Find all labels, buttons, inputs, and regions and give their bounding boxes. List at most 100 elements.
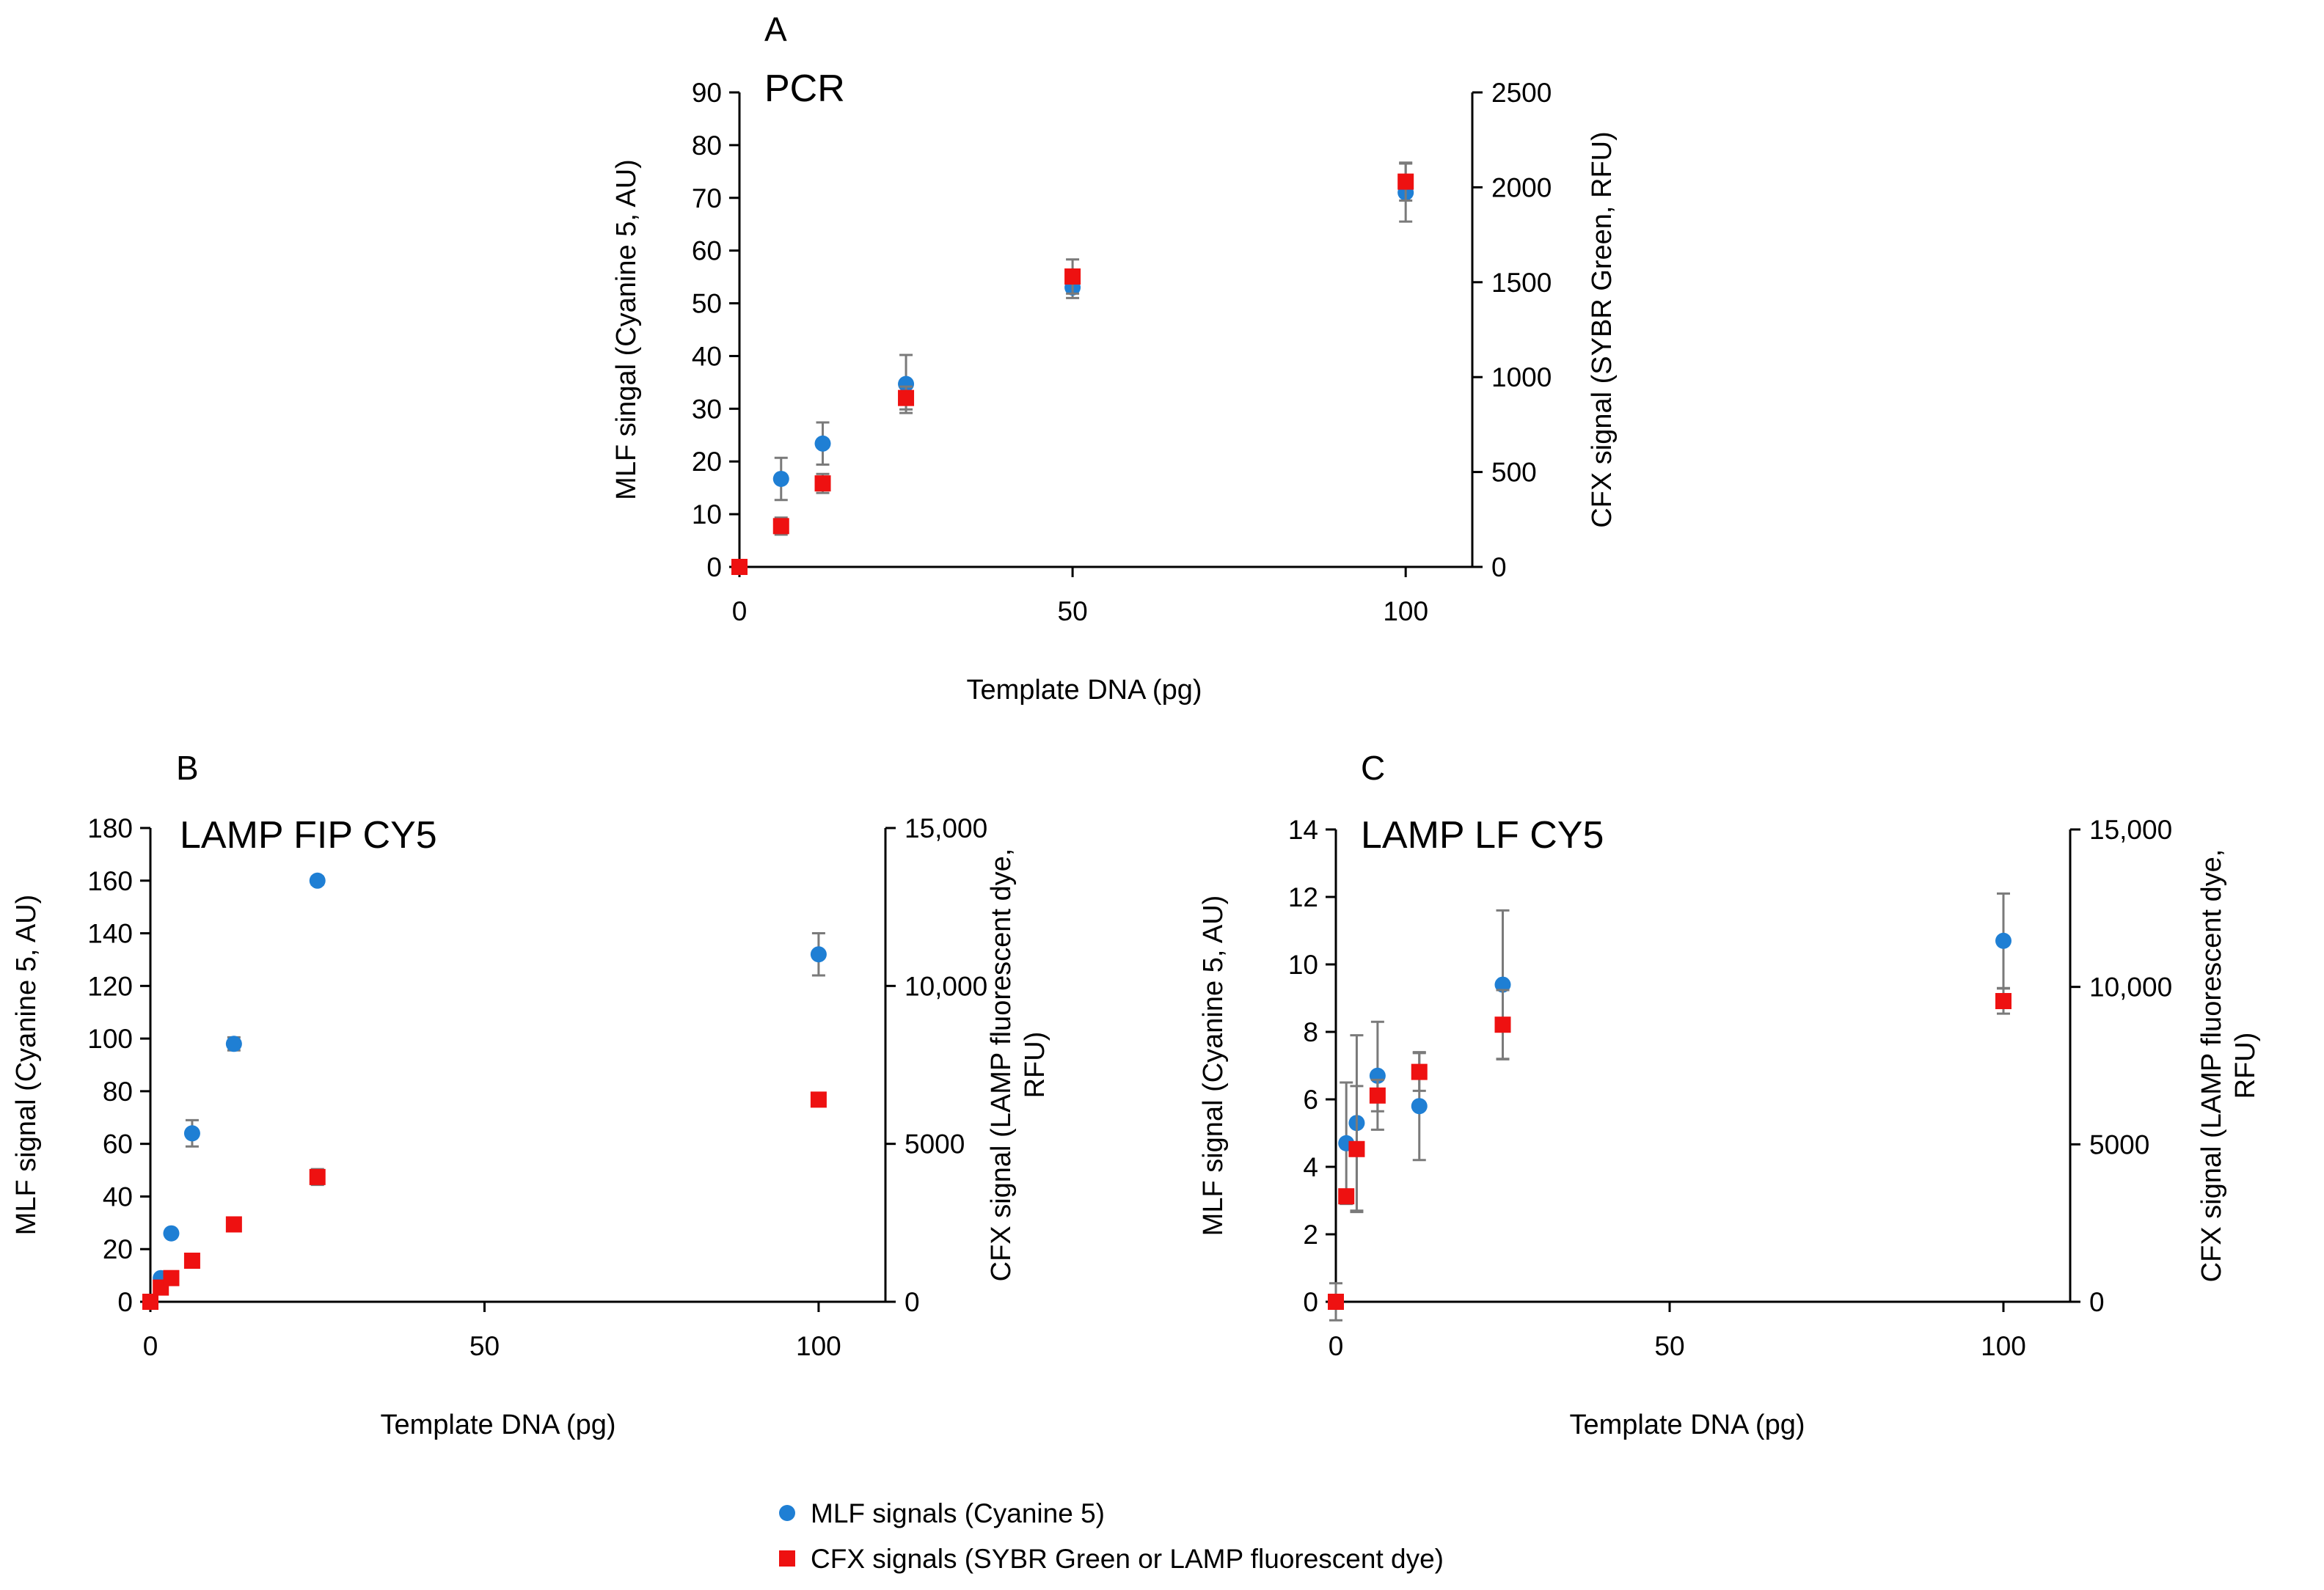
y-tick-label-left: 80 — [692, 131, 722, 161]
y-tick-label-left: 160 — [87, 866, 133, 896]
x-tick-label: 0 — [143, 1331, 158, 1361]
x-tick-label: 100 — [1383, 596, 1428, 626]
y-tick-label-left: 0 — [117, 1287, 133, 1317]
y-tick-label-right: 0 — [1491, 552, 1507, 582]
y-axis-label-left: MLF singal (Cyanine 5, AU) — [611, 159, 642, 500]
chart-panel-b: 0 20 40 60 80 100 120 140 160 180 0 5000 10,000 15,00… — [11, 749, 1050, 1440]
data-point-cfx — [1369, 1087, 1386, 1104]
data-point-cfx — [1338, 1188, 1355, 1205]
y-tick-label-left: 2 — [1303, 1220, 1318, 1250]
data-point-mlf — [1995, 932, 2011, 949]
x-tick-label: 0 — [732, 596, 748, 626]
data-point-cfx — [1064, 268, 1081, 285]
x-tick-label: 100 — [1981, 1331, 2026, 1361]
y-tick-label-left: 12 — [1288, 882, 1318, 912]
data-point-cfx — [309, 1168, 326, 1185]
y-tick-label-left: 60 — [692, 236, 722, 266]
x-axis-label: Template DNA (pg) — [380, 1410, 615, 1440]
x-tick-label: 50 — [1654, 1331, 1684, 1361]
data-point-mlf — [225, 1036, 242, 1052]
y-axis-label-right: CFX signal (LAMP fluorescent dye, — [986, 849, 1017, 1282]
legend: MLF signals (Cyanine 5) CFX signals (SYB… — [779, 1498, 1444, 1574]
panel-letter: B — [176, 749, 199, 787]
data-point-mlf — [810, 946, 827, 963]
y-tick-label-right: 2500 — [1491, 78, 1552, 108]
y-tick-label-right: 5000 — [905, 1129, 965, 1159]
y-tick-label-left: 4 — [1303, 1152, 1318, 1182]
data-point-mlf — [309, 872, 326, 889]
panel-letter: A — [764, 10, 787, 48]
y-tick-label-right: 10,000 — [905, 971, 987, 1001]
y-tick-label-right: 2000 — [1491, 172, 1552, 202]
y-axis-label-right: RFU) — [1020, 1032, 1050, 1099]
y-tick-label-left: 10 — [1288, 950, 1318, 980]
panel-title: LAMP LF CY5 — [1361, 814, 1604, 857]
x-tick-label: 100 — [796, 1331, 841, 1361]
y-tick-label-left: 0 — [1303, 1287, 1318, 1317]
data-point-cfx — [1328, 1294, 1344, 1310]
data-point-cfx — [1494, 1016, 1511, 1033]
y-tick-label-left: 10 — [692, 499, 722, 530]
data-point-mlf — [183, 1125, 200, 1142]
y-tick-label-left: 50 — [692, 289, 722, 319]
y-tick-label-left: 6 — [1303, 1085, 1318, 1115]
data-point-cfx — [183, 1253, 200, 1270]
y-tick-label-right: 15,000 — [2089, 815, 2172, 845]
y-tick-label-left: 30 — [692, 394, 722, 424]
y-tick-label-left: 20 — [692, 447, 722, 477]
data-point-cfx — [731, 559, 748, 575]
data-point-mlf — [163, 1225, 180, 1242]
legend-marker-mlf — [779, 1505, 795, 1521]
data-point-cfx — [1411, 1063, 1428, 1080]
data-point-cfx — [814, 475, 831, 492]
y-tick-label-left: 140 — [87, 919, 133, 949]
legend-marker-cfx — [779, 1550, 795, 1567]
y-tick-label-left: 80 — [103, 1077, 133, 1107]
data-point-cfx — [898, 389, 915, 406]
data-point-cfx — [772, 518, 789, 535]
y-tick-label-left: 40 — [692, 341, 722, 371]
data-point-cfx — [142, 1294, 158, 1310]
data-point-mlf — [898, 375, 915, 392]
y-tick-label-left: 90 — [692, 78, 722, 108]
chart-panels: 0102030405060708090050010001500200025000… — [11, 10, 2261, 1440]
data-point-cfx — [810, 1091, 827, 1108]
y-tick-label-left: 0 — [706, 552, 722, 582]
y-tick-label-right: 0 — [905, 1287, 920, 1317]
data-point-cfx — [225, 1216, 242, 1233]
legend-label-cfx: CFX signals (SYBR Green or LAMP fluoresc… — [811, 1544, 1444, 1574]
x-tick-label: 50 — [1058, 596, 1088, 626]
panel-title: PCR — [764, 67, 845, 110]
y-tick-label-right: 500 — [1491, 458, 1537, 488]
panel-letter: C — [1361, 749, 1385, 787]
y-axis-label-right: RFU) — [2230, 1033, 2261, 1099]
y-axis-label-left: MLF signal (Cyanine 5, AU) — [1198, 895, 1229, 1237]
y-tick-label-right: 15,000 — [905, 813, 987, 843]
data-point-mlf — [1411, 1098, 1428, 1115]
legend-label-mlf: MLF signals (Cyanine 5) — [811, 1498, 1105, 1528]
y-tick-label-left: 100 — [87, 1024, 133, 1054]
panel-title: LAMP FIP CY5 — [180, 814, 437, 857]
y-tick-label-right: 0 — [2089, 1287, 2105, 1317]
y-tick-label-right: 10,000 — [2089, 972, 2172, 1003]
chart-panel-a: 0 10 20 30 40 50 60 70 80 90 0 500 1000 1500 2000 2500 0… — [611, 10, 1618, 706]
data-point-cfx — [163, 1270, 180, 1286]
y-tick-label-left: 60 — [103, 1129, 133, 1159]
y-tick-label-right: 1500 — [1491, 268, 1552, 298]
x-tick-label: 0 — [1329, 1331, 1344, 1361]
x-axis-label: Template DNA (pg) — [1569, 1410, 1805, 1440]
y-tick-label-left: 40 — [103, 1181, 133, 1212]
y-tick-label-left: 8 — [1303, 1017, 1318, 1047]
y-axis-label-left: MLF signal (Cyanine 5, AU) — [11, 895, 42, 1236]
data-point-mlf — [772, 470, 789, 487]
y-tick-label-right: 1000 — [1491, 362, 1552, 392]
chart-panel-c: 0 2 4 6 8 10 12 14 0 5000 10,000 15,000 0 50 100 Templa… — [1198, 749, 2261, 1440]
data-point-cfx — [1348, 1140, 1365, 1157]
y-axis-label-right: CFX signal (LAMP fluorescent dye, — [2196, 849, 2227, 1283]
data-point-mlf — [1494, 976, 1511, 993]
y-tick-label-left: 70 — [692, 183, 722, 213]
y-tick-label-left: 14 — [1288, 815, 1318, 845]
y-tick-label-left: 20 — [103, 1234, 133, 1264]
data-point-cfx — [1995, 992, 2011, 1009]
